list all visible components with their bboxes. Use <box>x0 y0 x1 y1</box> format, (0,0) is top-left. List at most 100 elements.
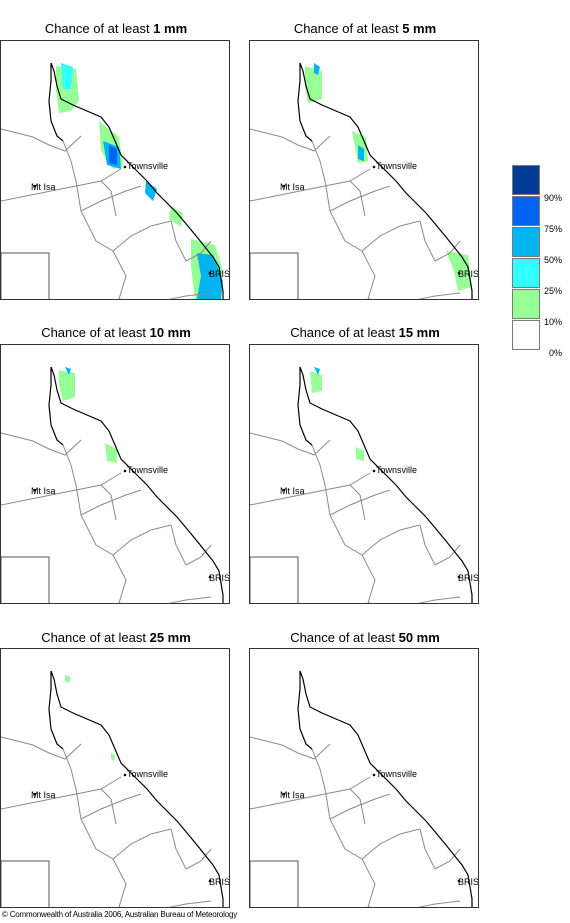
district-boundary <box>1 736 82 760</box>
district-boundary <box>329 489 391 516</box>
town-marker <box>123 165 127 169</box>
district-boundary <box>1 776 122 810</box>
gulf-coastline <box>48 367 64 446</box>
queensland-map <box>250 366 473 603</box>
district-boundary <box>361 220 421 252</box>
title-prefix: Chance of at least <box>41 325 150 340</box>
district-boundary <box>112 250 127 299</box>
queensland-map <box>1 670 224 907</box>
rainfall-probability-area <box>65 675 71 683</box>
coastline <box>299 670 473 907</box>
rainfall-probability-area <box>109 145 117 165</box>
district-boundary <box>250 168 371 202</box>
panel-title-5mm: Chance of at least 5 mm <box>249 21 481 37</box>
rainfall-probability-area <box>59 370 75 401</box>
district-boundary <box>119 900 212 907</box>
town-marker <box>33 184 37 188</box>
gulf-coastline <box>297 367 313 446</box>
rainfall-probability-area <box>111 753 115 761</box>
district-boundary <box>250 128 331 152</box>
gulf-coastline <box>48 63 64 142</box>
inset-box <box>1 252 50 299</box>
title-threshold: 15 mm <box>398 325 440 340</box>
map-panel-25mm: Townsville Mt Isa BRIS <box>0 648 230 908</box>
town-marker <box>123 773 127 777</box>
town-marker <box>208 271 212 275</box>
district-boundary <box>434 240 461 262</box>
district-boundary <box>419 828 436 870</box>
rainfall-probability-area <box>169 206 183 227</box>
town-marker <box>372 773 376 777</box>
town-marker <box>33 792 37 796</box>
district-boundary <box>112 524 172 556</box>
title-threshold: 10 mm <box>149 325 191 340</box>
label-bris: BRIS <box>458 877 479 887</box>
district-boundary <box>329 210 363 252</box>
district-boundary <box>80 210 114 252</box>
district-boundary <box>62 444 82 516</box>
district-boundary <box>250 432 331 456</box>
title-threshold: 25 mm <box>149 630 191 645</box>
town-marker <box>282 488 286 492</box>
gulf-coastline <box>297 671 313 750</box>
district-boundary <box>419 220 436 262</box>
district-boundary <box>250 776 371 810</box>
legend-tick-0: 0% <box>549 348 563 358</box>
district-boundary <box>368 900 461 907</box>
map-panel-50mm: Townsville Mt Isa BRIS <box>249 648 479 908</box>
district-boundary <box>185 544 212 566</box>
title-prefix: Chance of at least <box>290 630 399 645</box>
district-boundary <box>250 472 371 506</box>
legend-tick-50: 50% <box>544 255 563 265</box>
legend-tick-75: 75% <box>544 224 563 234</box>
rainfall-probability-area <box>61 63 73 89</box>
label-bris: BRIS <box>458 573 479 583</box>
district-boundary <box>1 128 82 152</box>
district-boundary <box>100 180 117 217</box>
district-boundary <box>80 185 142 212</box>
label-townsville: Townsville <box>376 769 418 779</box>
district-boundary <box>170 828 187 870</box>
district-boundary <box>434 848 461 870</box>
title-prefix: Chance of at least <box>290 325 399 340</box>
district-boundary <box>349 484 366 521</box>
title-threshold: 1 mm <box>153 21 188 36</box>
rainfall-probability-area <box>305 66 322 103</box>
label-townsville: Townsville <box>376 161 418 171</box>
label-townsville: Townsville <box>127 769 169 779</box>
district-boundary <box>80 818 114 860</box>
district-boundary <box>250 736 331 760</box>
district-boundary <box>62 140 82 212</box>
panel-title-25mm: Chance of at least 25 mm <box>0 630 232 646</box>
panel-title-10mm: Chance of at least 10 mm <box>0 325 232 341</box>
coastline <box>50 366 224 603</box>
district-boundary <box>329 818 363 860</box>
rainfall-probability-area <box>197 253 223 299</box>
inset-box <box>1 860 50 907</box>
label-townsville: Townsville <box>127 465 169 475</box>
legend-tick-10: 10% <box>544 317 563 327</box>
rainfall-probability-area <box>446 251 472 291</box>
district-boundary <box>119 596 212 603</box>
panel-title-50mm: Chance of at least 50 mm <box>249 630 481 646</box>
district-boundary <box>112 554 127 603</box>
title-prefix: Chance of at least <box>293 21 403 36</box>
district-boundary <box>112 220 172 252</box>
queensland-map <box>1 366 224 603</box>
district-boundary <box>361 858 376 907</box>
town-marker <box>33 488 37 492</box>
rainfall-probability-area <box>105 443 117 463</box>
district-boundary <box>329 793 391 820</box>
legend-swatch-10-25 <box>512 289 540 319</box>
legend-swatch-25-50 <box>512 258 540 288</box>
legend-tick-25: 25% <box>544 286 563 296</box>
label-townsville: Townsville <box>127 161 169 171</box>
district-boundary <box>311 748 331 820</box>
town-marker <box>457 575 461 579</box>
district-boundary <box>1 472 122 506</box>
map-panel-15mm: Townsville Mt Isa BRIS <box>249 344 479 604</box>
panel-title-1mm: Chance of at least 1 mm <box>0 21 232 37</box>
district-boundary <box>1 432 82 456</box>
district-boundary <box>100 788 117 825</box>
coastline <box>50 670 224 907</box>
